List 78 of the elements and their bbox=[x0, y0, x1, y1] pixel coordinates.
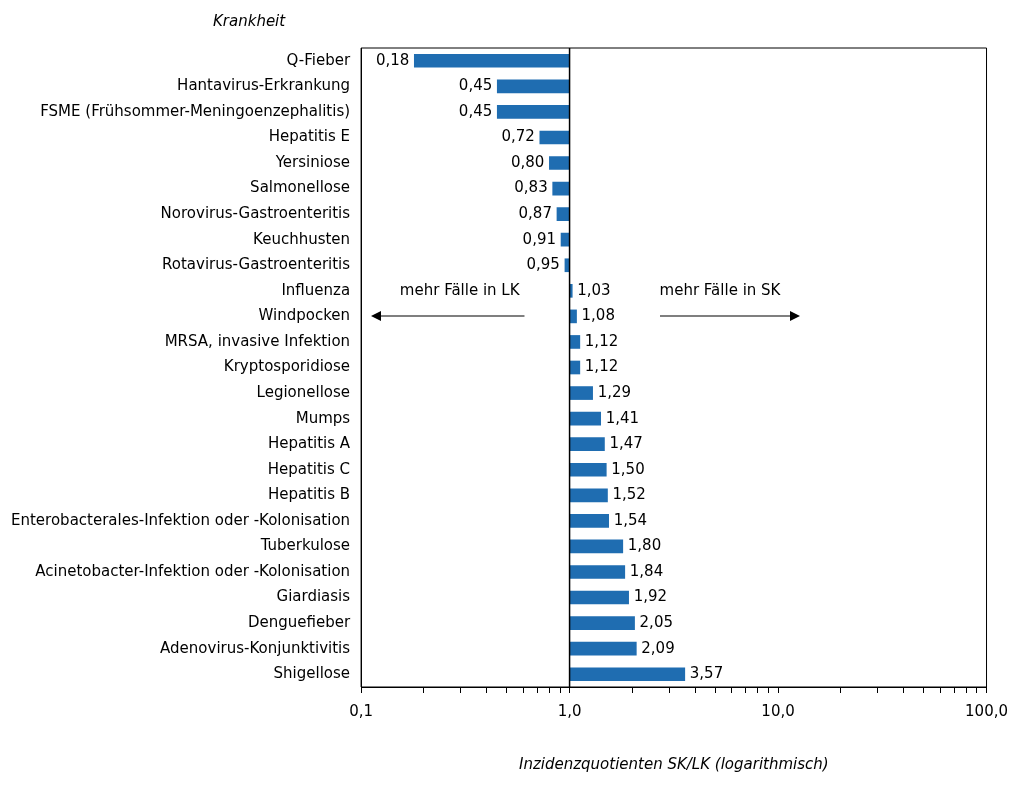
bar bbox=[552, 181, 570, 196]
y-tick-label: Enterobacterales-Infektion oder -Kolonisation bbox=[11, 510, 351, 529]
data-label: 1,92 bbox=[633, 587, 668, 606]
y-tick-label: Hantavirus-Erkrankung bbox=[177, 76, 351, 95]
y-tick-label: Acinetobacter-Infektion oder -Kolonisation bbox=[35, 561, 351, 580]
data-label: 1,47 bbox=[609, 434, 643, 453]
data-label: 0,45 bbox=[458, 76, 493, 95]
y-tick-label: Giardiasis bbox=[276, 587, 351, 606]
data-label: 0,95 bbox=[526, 255, 560, 274]
bar bbox=[569, 565, 626, 579]
bar bbox=[569, 667, 686, 682]
y-tick-label: Hepatitis C bbox=[267, 459, 351, 478]
annotation: mehr Fälle in SK bbox=[659, 280, 782, 299]
data-label: 1,84 bbox=[629, 561, 664, 580]
bar bbox=[569, 590, 629, 605]
y-tick-label: Yersiniose bbox=[274, 152, 351, 171]
x-tick-label: 100,0 bbox=[965, 701, 1009, 720]
y-tick-label: FSME (Frühsommer-Meningoenzephalitis) bbox=[40, 101, 351, 120]
bar bbox=[569, 539, 624, 554]
y-tick-label: Hepatitis E bbox=[268, 127, 351, 146]
y-tick-label: Denguefieber bbox=[247, 612, 351, 631]
data-label: 1,41 bbox=[605, 408, 640, 427]
x-tick-label: 1,0 bbox=[557, 701, 582, 720]
bar bbox=[569, 411, 602, 426]
data-label: 1,12 bbox=[584, 357, 619, 376]
x-tick-label: 10,0 bbox=[761, 701, 795, 720]
data-label: 0,87 bbox=[518, 204, 552, 223]
bar bbox=[413, 53, 570, 68]
data-label: 2,05 bbox=[639, 612, 673, 631]
bar bbox=[569, 335, 581, 349]
data-label: 1,50 bbox=[611, 459, 645, 478]
data-label: 1,80 bbox=[627, 536, 662, 555]
y-tick-label: Rotavirus-Gastroenteritis bbox=[162, 255, 351, 274]
y-tick-label: Shigellose bbox=[273, 664, 351, 683]
y-tick-label: Q-Fieber bbox=[286, 50, 351, 69]
y-tick-label: MRSA, invasive Infektion bbox=[164, 331, 351, 350]
data-label: 0,18 bbox=[375, 50, 410, 69]
bar bbox=[549, 156, 570, 170]
y-tick-label: Mumps bbox=[295, 408, 351, 427]
data-label: 0,80 bbox=[510, 152, 545, 171]
bar bbox=[569, 386, 593, 400]
x-axis-title: Inzidenzquotienten SK/LK (logarithmisch) bbox=[518, 754, 829, 773]
data-label: 1,12 bbox=[584, 331, 619, 350]
data-label: 1,03 bbox=[577, 280, 611, 299]
y-tick-label: Salmonellose bbox=[250, 178, 351, 197]
bar bbox=[496, 105, 570, 119]
data-label: 0,45 bbox=[458, 101, 493, 120]
bar bbox=[569, 488, 608, 503]
annotation: mehr Fälle in LK bbox=[399, 280, 521, 299]
y-tick-label: Hepatitis A bbox=[267, 434, 351, 453]
data-label: 0,72 bbox=[501, 127, 535, 146]
y-tick-label: Tuberkulose bbox=[259, 536, 351, 555]
bar bbox=[496, 79, 570, 94]
bar bbox=[539, 130, 570, 145]
data-label: 1,29 bbox=[597, 382, 632, 401]
y-tick-label: Hepatitis B bbox=[267, 485, 351, 504]
bar bbox=[569, 616, 635, 630]
y-tick-label: Keuchhusten bbox=[253, 229, 351, 248]
data-label: 2,09 bbox=[641, 638, 675, 657]
data-label: 1,52 bbox=[612, 485, 646, 504]
bar bbox=[569, 641, 637, 656]
x-tick-label: 0,1 bbox=[349, 701, 374, 720]
data-label: 1,54 bbox=[613, 510, 648, 529]
y-axis-title: Krankheit bbox=[213, 12, 286, 30]
bar bbox=[569, 514, 609, 528]
y-tick-label: Norovirus-Gastroenteritis bbox=[160, 204, 351, 223]
y-tick-label: Kryptosporidiose bbox=[223, 357, 351, 376]
y-tick-label: Windpocken bbox=[258, 306, 351, 325]
y-tick-label: Legionellose bbox=[256, 382, 351, 401]
bar bbox=[569, 462, 607, 477]
data-label: 1,08 bbox=[581, 306, 615, 325]
y-tick-label: Adenovirus-Konjunktivitis bbox=[160, 638, 351, 657]
bar bbox=[569, 437, 605, 452]
data-label: 3,57 bbox=[689, 664, 724, 683]
y-tick-label: Influenza bbox=[281, 280, 351, 299]
data-label: 0,91 bbox=[522, 229, 557, 248]
data-label: 0,83 bbox=[514, 178, 548, 197]
bar bbox=[556, 207, 570, 221]
